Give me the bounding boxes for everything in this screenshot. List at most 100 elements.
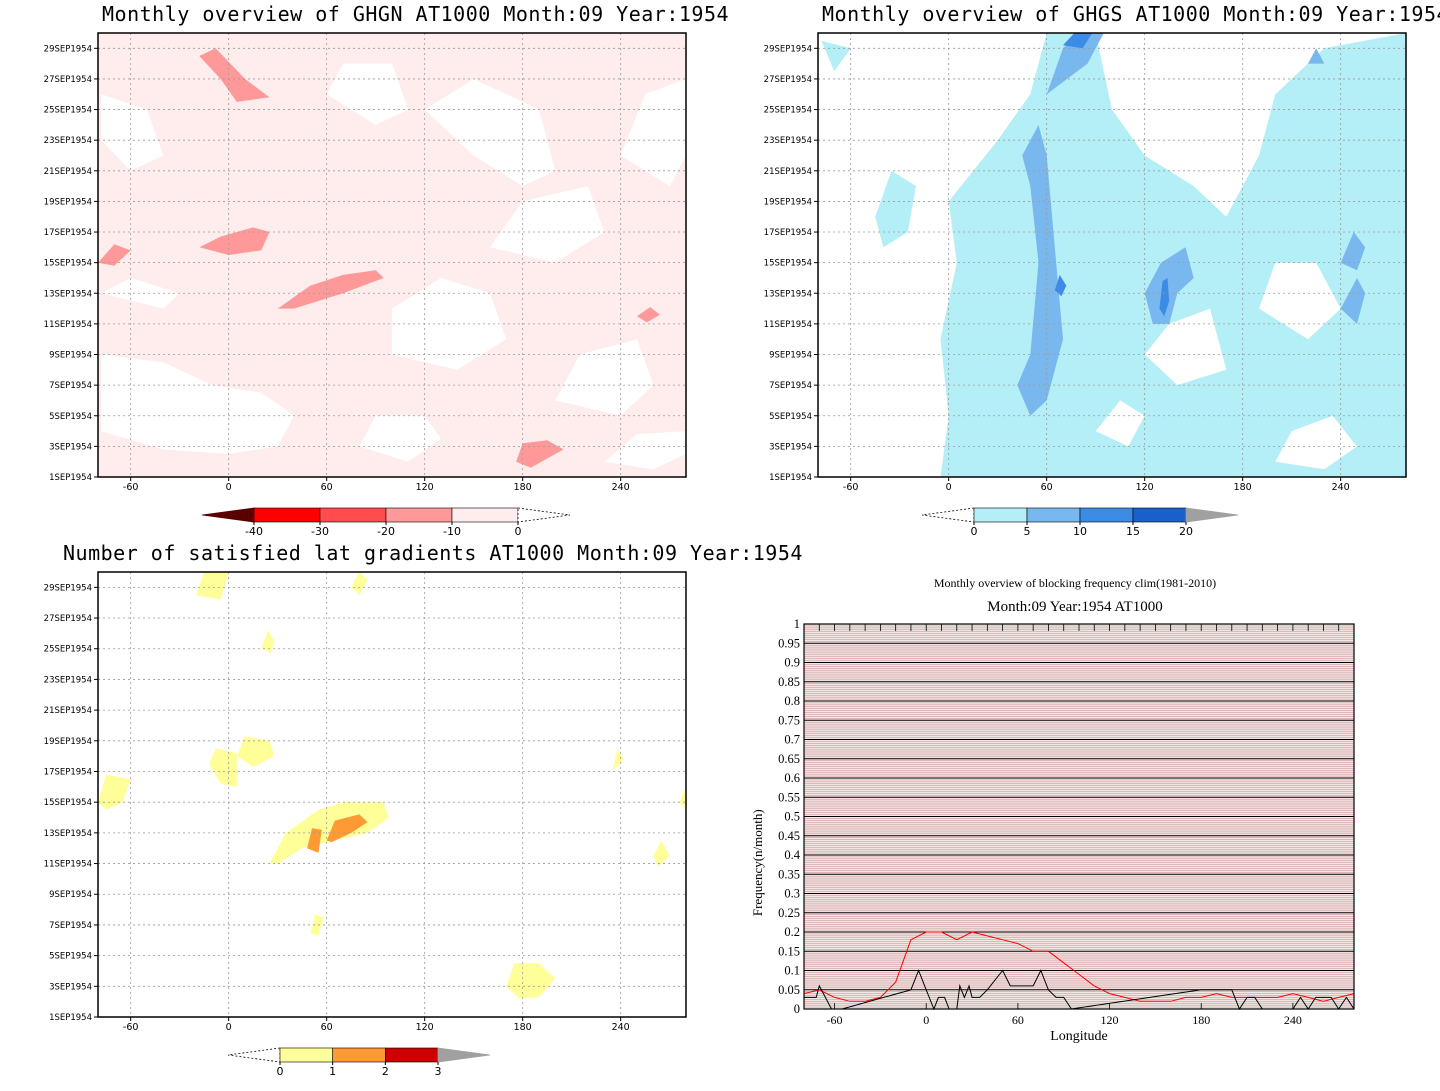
chart-title: Monthly overview of blocking frequency c… [934, 576, 1216, 590]
y-tick-label: 19SEP1954 [764, 197, 812, 207]
colorbar-label: 3 [435, 1065, 442, 1078]
contour-region-8 [506, 963, 556, 999]
contour-region-13 [98, 244, 131, 266]
y-tick-label: 0.65 [778, 752, 800, 766]
colorbar: 0 5 10 15 20 [921, 507, 1239, 538]
colorbar-box [973, 507, 1028, 523]
y-tick-label: 11SEP1954 [44, 320, 92, 330]
contour-region-3 [209, 748, 237, 787]
y-tick-label: 7SEP1954 [769, 381, 812, 391]
contour-region-1 [875, 170, 916, 248]
x-tick-label: 60 [1012, 1013, 1024, 1027]
y-tick-label: 0.9 [784, 656, 800, 670]
contour-region-10 [653, 840, 670, 867]
x-tick-label: 240 [612, 1022, 630, 1033]
contour-region-0 [101, 354, 294, 454]
contour-region-10 [1144, 247, 1194, 324]
y-tick-label: 25SEP1954 [764, 106, 812, 116]
plot-background [98, 572, 686, 1017]
contour-region-6 [490, 186, 605, 263]
colorbar-box [253, 507, 321, 523]
x-tick-label: 120 [1136, 482, 1154, 493]
y-tick-label: 29SEP1954 [44, 583, 92, 593]
contour-region-6 [1275, 415, 1357, 470]
x-tick-label: -60 [123, 482, 139, 493]
contour-region-7 [1095, 400, 1145, 447]
colorbar-label: 20 [1179, 525, 1193, 538]
x-axis-label: Longitude [1050, 1029, 1108, 1044]
colorbar-box [385, 507, 453, 523]
y-tick-label: 0.5 [784, 810, 800, 824]
contour-region-1 [351, 572, 368, 595]
y-tick-label: 1SEP1954 [769, 473, 812, 483]
contour-region-16 [1063, 33, 1093, 49]
colorbar-label: -10 [443, 525, 461, 538]
y-tick-label: 0.25 [778, 906, 800, 920]
y-tick-label: 9SEP1954 [49, 351, 92, 361]
y-tick-label: 17SEP1954 [764, 228, 812, 238]
colorbar-label: 5 [1024, 525, 1031, 538]
y-tick-label: 0.85 [778, 675, 800, 689]
y-tick-label: 23SEP1954 [764, 136, 812, 146]
y-tick-label: 15SEP1954 [44, 259, 92, 269]
x-tick-label: 0 [923, 1013, 929, 1027]
y-tick-label: 11SEP1954 [764, 320, 812, 330]
x-tick-label: 60 [321, 1022, 333, 1033]
contour-region-12 [1340, 232, 1366, 271]
y-tick-label: 0.6 [784, 771, 800, 785]
y-tick-label: 17SEP1954 [44, 767, 92, 777]
contour-region-4 [236, 736, 275, 767]
contour-region-12 [199, 227, 270, 255]
ghgn-title: Monthly overview of GHGN AT1000 Month:09… [102, 2, 730, 26]
y-tick-label: 0.75 [778, 713, 800, 727]
x-tick-label: -60 [843, 482, 859, 493]
y-tick-label: 3SEP1954 [49, 442, 92, 452]
colorbar-label: 15 [1126, 525, 1140, 538]
contour-region-2 [261, 630, 275, 654]
colorbar-box [385, 1047, 439, 1063]
contour-region-5 [98, 774, 131, 810]
y-tick-label: 27SEP1954 [764, 75, 812, 85]
y-tick-label: 13SEP1954 [44, 289, 92, 299]
y-tick-label: 13SEP1954 [44, 829, 92, 839]
plot-frame [817, 32, 1407, 478]
y-tick-label: 13SEP1954 [764, 289, 812, 299]
x-tick-label: 0 [226, 1022, 232, 1033]
y-tick-label: 5SEP1954 [49, 952, 92, 962]
y-tick-label: 7SEP1954 [49, 921, 92, 931]
y-tick-label: 0.2 [784, 925, 800, 939]
x-tick-label: 180 [514, 482, 532, 493]
y-tick-label: 5SEP1954 [769, 412, 812, 422]
y-tick-label: 17SEP1954 [44, 228, 92, 238]
series-line-0 [803, 931, 1355, 1002]
blocking-frequency-chart: Monthly overview of blocking frequency c… [750, 576, 1355, 1044]
contour-region-16 [637, 307, 660, 323]
y-tick-label: 15SEP1954 [44, 798, 92, 808]
colorbar-label: 1 [329, 1065, 336, 1078]
colorbar-label: 10 [1073, 525, 1087, 538]
contour-region-5 [326, 63, 409, 125]
x-tick-label: 120 [1101, 1013, 1119, 1027]
contour-region-11 [679, 786, 686, 810]
contour-region-14 [1054, 274, 1067, 297]
contour-region-9 [612, 748, 624, 772]
contour-region-0 [196, 572, 229, 600]
y-tick-label: 3SEP1954 [769, 442, 812, 452]
colorbar-right-triangle [517, 507, 571, 523]
y-tick-label: 21SEP1954 [764, 167, 812, 177]
x-tick-label: 240 [1284, 1013, 1302, 1027]
y-tick-label: 19SEP1954 [44, 197, 92, 207]
y-tick-label: 0.95 [778, 636, 800, 650]
colorbar-right-triangle [1185, 507, 1239, 523]
contour-region-12 [307, 828, 322, 853]
contour-region-0 [940, 33, 1406, 477]
x-tick-label: 240 [612, 482, 630, 493]
y-tick-label: 23SEP1954 [44, 136, 92, 146]
y-tick-label: 29SEP1954 [764, 44, 812, 54]
plot-frame [97, 32, 687, 478]
colorbar-label: 0 [971, 525, 978, 538]
y-tick-label: 0.35 [778, 867, 800, 881]
y-tick-label: 23SEP1954 [44, 675, 92, 685]
colorbar-left-triangle [227, 1047, 281, 1063]
contour-region-11 [199, 48, 270, 102]
